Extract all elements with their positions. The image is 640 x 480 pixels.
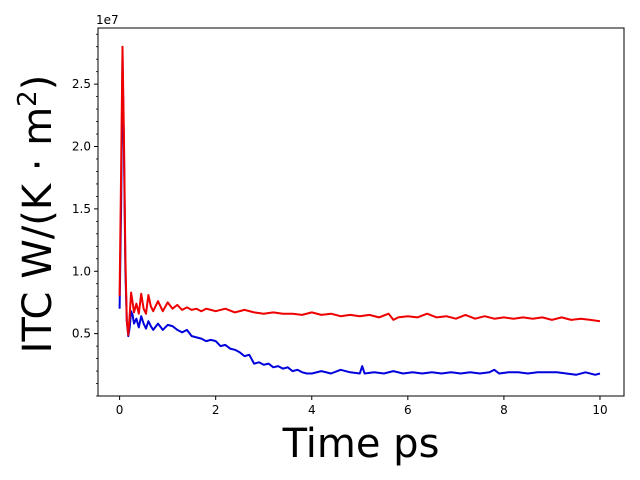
x-tick-label: 4	[308, 403, 316, 417]
x-axis-ticks: 0 2 4 6 8 10	[116, 396, 608, 417]
x-tick-label: 0	[116, 403, 124, 417]
x-tick-label: 2	[212, 403, 220, 417]
y-offset-label: 1e7	[96, 13, 119, 27]
x-tick-label: 8	[500, 403, 508, 417]
y-axis-title-superscript: 2	[13, 90, 43, 107]
series-line-1	[118, 58, 601, 376]
y-axis-title: ITC W/(K · m2)	[13, 75, 61, 354]
series-line-2	[118, 45, 601, 336]
y-tick-label: 2.0	[72, 140, 91, 154]
x-tick-label: 10	[592, 403, 607, 417]
y-axis-title-main: ITC W/(K · m	[15, 107, 61, 354]
y-tick-label: 0.5	[72, 327, 91, 341]
x-tick-label: 6	[404, 403, 412, 417]
series-lines	[118, 45, 601, 376]
y-axis-ticks: 0.5 1.0 1.5 2.0 2.5	[72, 33, 98, 397]
y-tick-label: 2.5	[72, 77, 91, 91]
plot-frame	[97, 27, 625, 397]
y-tick-label: 1.0	[72, 264, 91, 278]
y-axis-title-close: )	[15, 75, 61, 91]
x-axis-title: Time ps	[282, 421, 440, 467]
y-tick-label: 1.5	[72, 202, 91, 216]
